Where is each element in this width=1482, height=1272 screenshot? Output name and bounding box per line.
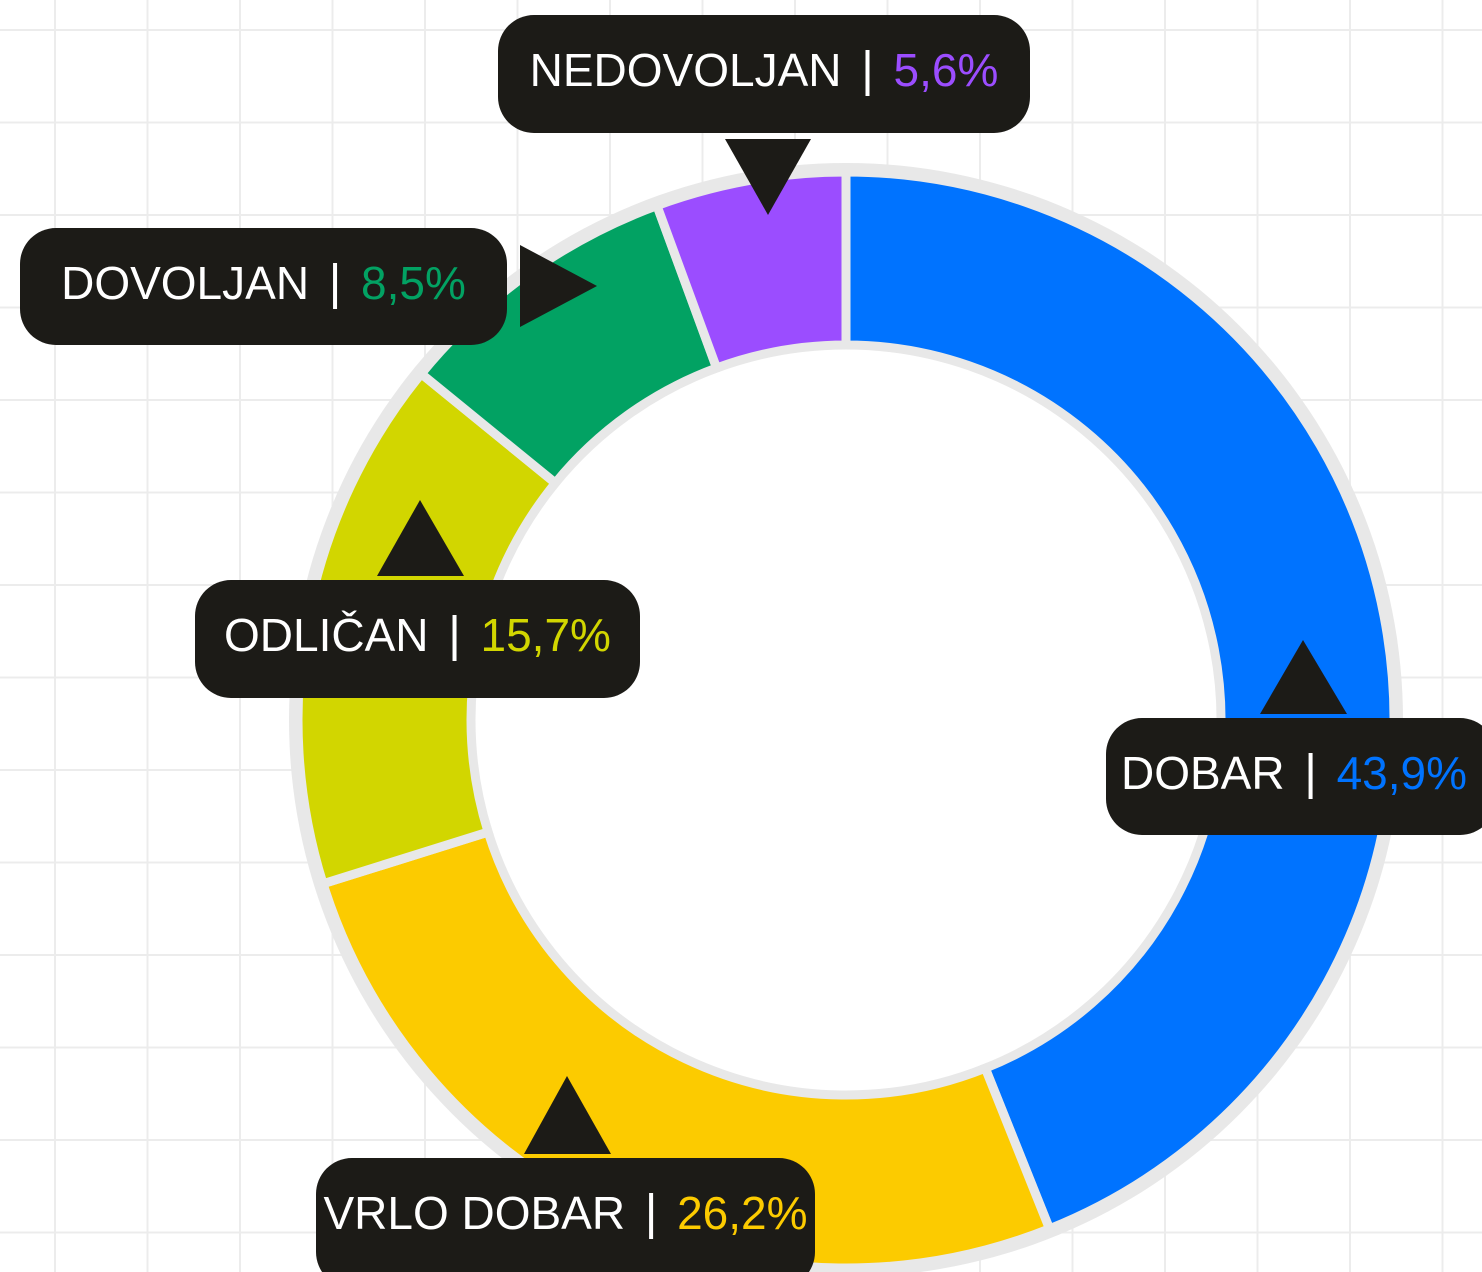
category-label: VRLO DOBAR [323, 1187, 625, 1239]
category-label: DOBAR [1121, 747, 1285, 799]
value-label: 15,7% [481, 609, 611, 661]
category-label: NEDOVOLJAN [530, 44, 842, 96]
label-box [316, 1158, 815, 1272]
label-pointer [1260, 640, 1347, 714]
ring-hole [472, 346, 1220, 1094]
separator [649, 1193, 654, 1239]
separator [1308, 753, 1313, 799]
separator [333, 263, 338, 309]
value-label: 5,6% [894, 44, 999, 96]
category-label: DOVOLJAN [61, 257, 309, 309]
donut [289, 163, 1403, 1272]
label-pointer [725, 139, 811, 215]
separator [865, 50, 870, 96]
donut-segment [841, 167, 1399, 1235]
separator [452, 615, 457, 661]
value-label: 43,9% [1337, 747, 1467, 799]
label-pointer [524, 1076, 611, 1154]
label-pointer [377, 500, 464, 576]
label-box [195, 580, 640, 698]
value-label: 8,5% [361, 257, 466, 309]
labels: DOBAR 43,9% VRLO DOBAR 26,2% ODLIČAN 15,7% DOV… [20, 15, 1482, 1272]
category-label: ODLIČAN [224, 609, 428, 661]
label-box [498, 15, 1030, 133]
label-pointer [520, 245, 597, 327]
value-label: 26,2% [677, 1187, 807, 1239]
donut-segment [651, 167, 851, 374]
label-box [1106, 718, 1482, 835]
label-box [20, 228, 507, 345]
